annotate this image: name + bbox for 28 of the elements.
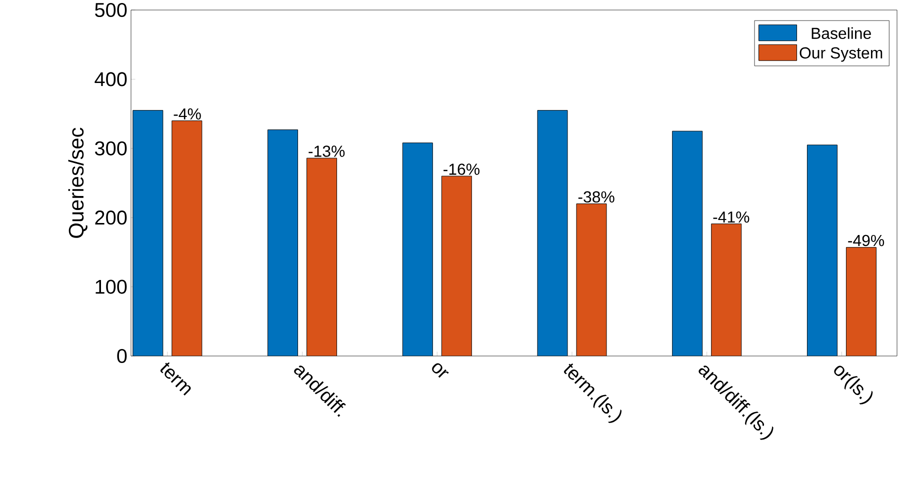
bar: [268, 129, 298, 356]
bar: [711, 224, 742, 356]
bar: [306, 158, 338, 356]
bar: [402, 142, 433, 356]
bar: [576, 204, 607, 356]
bar: [537, 110, 568, 356]
legend-label: Our System: [800, 47, 882, 62]
y-tick-label: 300: [95, 141, 127, 156]
bar: [441, 176, 472, 356]
bar: [672, 130, 703, 356]
annotation: -41%: [713, 211, 750, 223]
y-tick-label: 200: [95, 210, 127, 225]
bar: [132, 110, 164, 356]
y-tick-label: 0: [117, 348, 127, 364]
annotation: -38%: [578, 191, 614, 203]
bar: [846, 247, 876, 356]
y-tick-label: 400: [94, 72, 127, 86]
annotation: -49%: [848, 234, 884, 246]
legend-label: Baseline: [812, 27, 871, 40]
bar: [172, 120, 202, 356]
y-tick-label: 100: [96, 280, 127, 294]
y-axis-title: Queries/sec: [68, 128, 88, 238]
y-tick-label: 500: [95, 2, 127, 18]
annotation: -4%: [174, 108, 201, 120]
annotation: -16%: [444, 164, 480, 175]
annotation: -13%: [308, 146, 345, 157]
x-tick-label: or: [432, 363, 449, 378]
bar: [806, 144, 838, 356]
